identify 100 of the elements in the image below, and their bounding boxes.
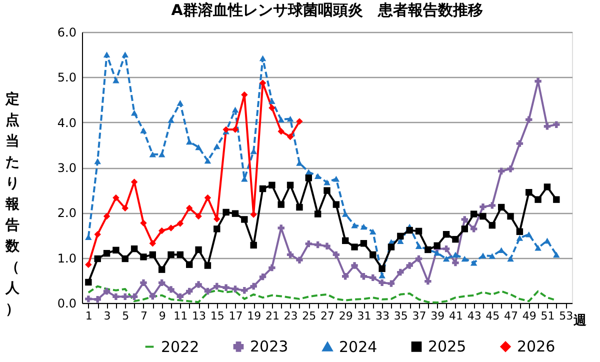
point (480, 252, 486, 258)
point (278, 128, 284, 135)
point (544, 184, 551, 190)
point (278, 224, 284, 232)
point (507, 166, 514, 172)
point (406, 262, 413, 269)
point (176, 251, 184, 258)
x-tick-label: 25 (302, 310, 316, 322)
x-tick-label: 9 (158, 310, 166, 322)
point (488, 222, 496, 229)
point (122, 293, 128, 300)
point (85, 234, 92, 240)
point (516, 235, 524, 241)
point (214, 282, 220, 290)
point (214, 216, 220, 222)
legend-label: 2026 (517, 338, 556, 356)
point (470, 210, 478, 218)
point (168, 251, 174, 258)
point (112, 77, 120, 84)
point (140, 220, 147, 226)
point (232, 126, 239, 133)
point (176, 100, 184, 106)
point (158, 279, 166, 286)
y-tick-label: 0.0 (57, 296, 76, 310)
point (85, 296, 92, 302)
point (186, 138, 193, 145)
point (149, 151, 156, 158)
point (388, 280, 395, 287)
point (480, 203, 486, 210)
point (149, 240, 156, 247)
point (314, 241, 322, 248)
point (204, 288, 212, 295)
point (296, 204, 303, 211)
point (461, 226, 468, 232)
point (553, 252, 560, 258)
point (388, 244, 395, 250)
point (103, 52, 110, 58)
point (461, 216, 468, 223)
point (442, 230, 450, 238)
x-tick-label: 45 (486, 310, 500, 322)
point (360, 273, 368, 280)
point (268, 182, 276, 188)
x-tick-label: 39 (430, 310, 445, 322)
point (470, 226, 478, 232)
point (140, 279, 147, 286)
point (112, 293, 120, 300)
point (222, 284, 230, 291)
point (544, 238, 551, 244)
x-tick-label: 3 (104, 310, 111, 322)
point (526, 231, 532, 238)
point (112, 246, 120, 254)
point (232, 106, 239, 113)
legend-label: 2022 (161, 338, 200, 356)
point (324, 187, 330, 194)
point (507, 256, 514, 262)
point (378, 279, 386, 286)
point (516, 140, 524, 147)
point (195, 212, 202, 220)
y-tick-label: 2.0 (57, 206, 76, 220)
point (342, 237, 349, 244)
point (130, 245, 138, 252)
x-tick-label: 37 (412, 310, 426, 322)
point (176, 293, 184, 300)
point (130, 293, 138, 300)
point (268, 264, 276, 272)
x-tick-label: 33 (376, 310, 390, 322)
point (324, 242, 330, 250)
point (122, 204, 128, 212)
x-tick-label: 27 (320, 310, 334, 322)
point (176, 220, 184, 227)
point (158, 227, 166, 234)
point (195, 246, 202, 254)
point (370, 228, 376, 235)
x-tick-label: 19 (247, 310, 262, 322)
point (112, 194, 120, 202)
point (103, 288, 110, 295)
point (232, 210, 239, 217)
x-tick-label: 1 (85, 310, 92, 322)
point (534, 244, 542, 251)
legend-label: 2025 (428, 338, 466, 356)
x-tick-label: 31 (357, 310, 372, 322)
point (296, 118, 303, 125)
point (305, 240, 312, 248)
point (214, 143, 220, 150)
point (94, 255, 101, 262)
point (351, 222, 358, 228)
point (434, 250, 440, 256)
point (158, 151, 166, 158)
point (415, 228, 422, 235)
point (488, 253, 496, 259)
point (406, 226, 413, 234)
point (168, 286, 174, 293)
point (332, 201, 340, 208)
x-tick-label: 17 (228, 310, 243, 322)
x-tick-label: 23 (284, 310, 298, 322)
point (470, 260, 478, 266)
point (241, 216, 248, 223)
point (332, 176, 340, 182)
x-tick-label: 35 (394, 310, 408, 322)
point (342, 211, 349, 217)
